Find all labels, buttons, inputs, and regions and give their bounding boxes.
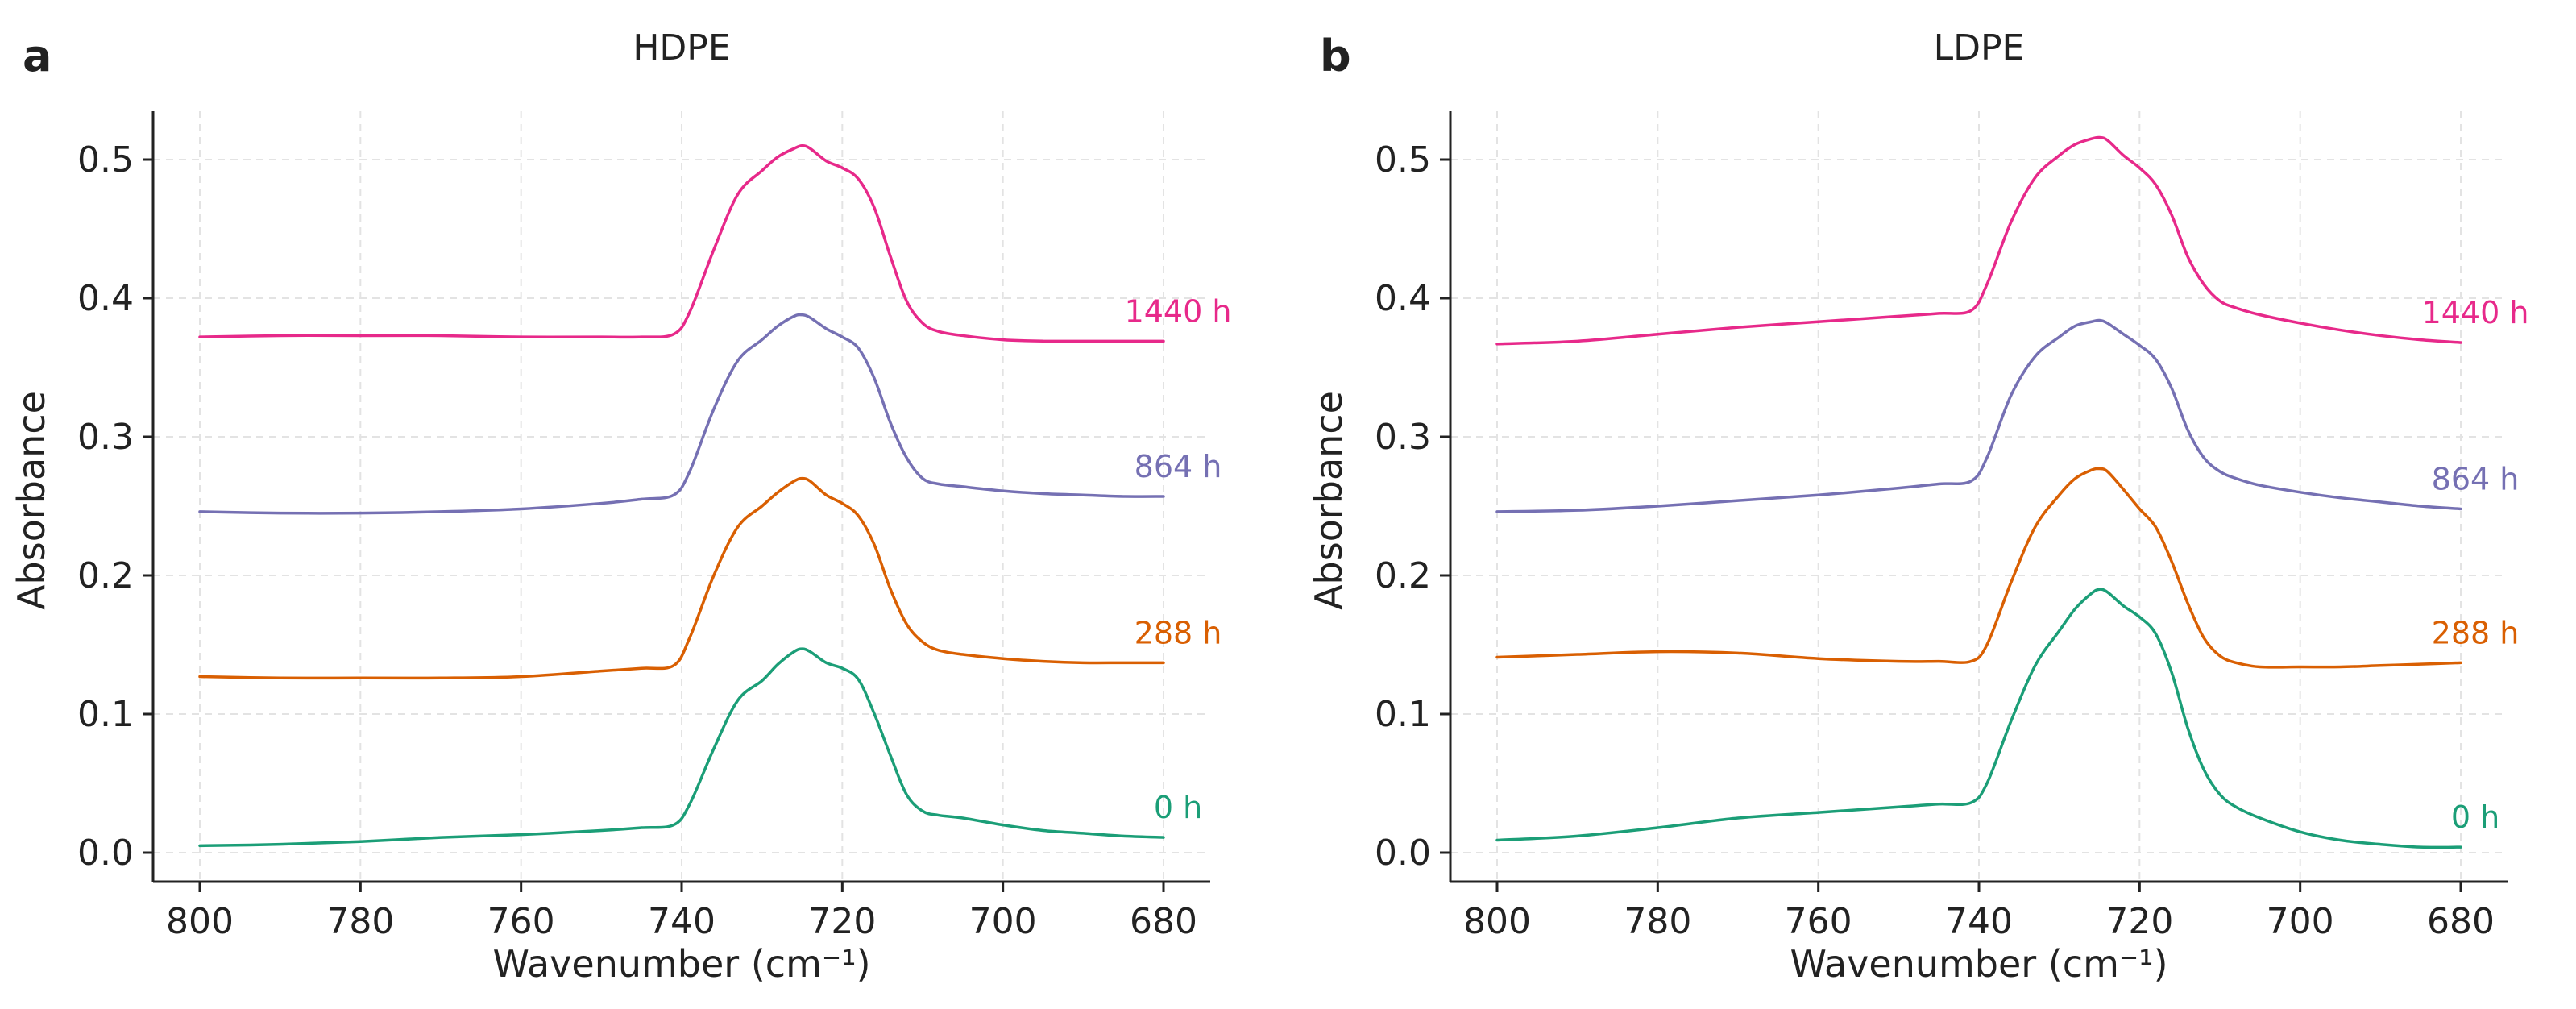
series-line-0-h (1495, 588, 2462, 849)
x-tick-label: 780 (326, 901, 394, 942)
y-axis-label: Absorbance (10, 391, 53, 610)
y-axis-label: Absorbance (1307, 391, 1350, 610)
series-label: 1440 h (1125, 293, 1232, 329)
y-tick-label: 0.2 (77, 555, 134, 596)
x-tick-label: 740 (648, 901, 716, 942)
series-label: 288 h (2432, 615, 2520, 650)
series-label: 864 h (2432, 461, 2520, 496)
series-line-864-h (198, 313, 1165, 515)
series-label: 0 h (2451, 799, 2499, 835)
y-tick-label: 0.0 (77, 833, 134, 874)
series-line-1440-h (1495, 135, 2462, 346)
series-label: 288 h (1135, 615, 1222, 650)
series-label: 1440 h (2422, 295, 2529, 330)
series-label: 0 h (1154, 790, 1202, 825)
x-tick-label: 680 (1130, 901, 1197, 942)
y-tick-label: 0.2 (1375, 555, 1431, 596)
x-tick-label: 700 (969, 901, 1037, 942)
x-tick-label: 720 (808, 901, 876, 942)
y-tick-label: 0.4 (77, 278, 134, 319)
series-line-288-h (198, 476, 1165, 680)
series-line-288-h (1495, 467, 2462, 669)
x-tick-label: 760 (487, 901, 555, 942)
y-tick-label: 0.3 (77, 417, 134, 458)
x-tick-label: 800 (166, 901, 234, 942)
x-tick-label: 740 (1945, 901, 2013, 942)
y-tick-label: 0.5 (1375, 139, 1431, 181)
panel-label: b (1320, 31, 1351, 81)
y-tick-label: 0.4 (1375, 278, 1431, 319)
y-tick-label: 0.1 (77, 694, 134, 735)
x-tick-label: 760 (1785, 901, 1852, 942)
x-tick-label: 780 (1624, 901, 1691, 942)
series-line-0-h (198, 647, 1165, 848)
y-tick-label: 0.1 (1375, 694, 1431, 735)
chart-title: LDPE (1934, 27, 2025, 69)
chart-title: HDPE (633, 27, 730, 69)
y-tick-label: 0.3 (1375, 417, 1431, 458)
panel-b-ldpe: b LDPE 800 780 760 740 720 700 680 0.0 0.1 0.2 0.3… (1307, 27, 2528, 986)
panel-a-hdpe: a HDPE 800 780 760 740 720 700 680 0.0 0.1 0.2 0.3… (10, 27, 1231, 986)
x-axis-label: Wavenumber (cm⁻¹) (492, 942, 870, 986)
y-tick-label: 0.5 (77, 139, 134, 181)
x-tick-label: 680 (2427, 901, 2495, 942)
x-tick-label: 700 (2267, 901, 2334, 942)
x-tick-label: 800 (1463, 901, 1531, 942)
x-axis-label: Wavenumber (cm⁻¹) (1790, 942, 2167, 986)
panel-label: a (23, 31, 52, 81)
y-tick-label: 0.0 (1375, 833, 1431, 874)
series-label: 864 h (1135, 449, 1222, 484)
series-line-1440-h (198, 144, 1165, 343)
series-line-864-h (1495, 318, 2462, 513)
x-tick-label: 720 (2105, 901, 2173, 942)
